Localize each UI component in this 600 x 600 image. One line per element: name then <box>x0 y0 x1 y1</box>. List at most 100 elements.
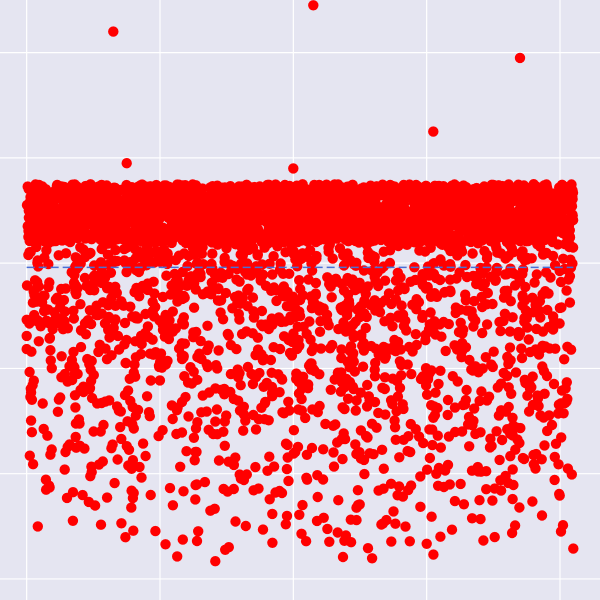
data-point <box>32 521 43 532</box>
data-point <box>291 208 303 219</box>
data-point <box>266 316 277 327</box>
data-point <box>485 433 496 444</box>
data-point <box>460 342 472 353</box>
data-point <box>533 349 545 360</box>
data-point <box>106 234 118 245</box>
data-point <box>190 182 201 193</box>
data-point <box>504 342 516 353</box>
data-point <box>360 322 371 334</box>
data-point <box>119 317 131 329</box>
data-point <box>507 412 518 423</box>
data-point <box>378 341 389 353</box>
data-point <box>517 268 528 280</box>
data-point <box>473 200 484 212</box>
data-point <box>311 515 323 527</box>
data-point <box>238 401 249 412</box>
data-point <box>562 341 573 352</box>
data-point <box>75 341 87 353</box>
data-point <box>274 485 285 497</box>
data-point <box>24 366 35 378</box>
data-point <box>396 300 407 311</box>
data-point <box>121 266 132 278</box>
data-point <box>140 308 151 320</box>
data-point <box>451 344 463 355</box>
data-point <box>504 326 516 337</box>
data-point <box>256 213 268 224</box>
data-point <box>356 331 367 342</box>
data-point <box>369 295 380 306</box>
data-point <box>510 367 522 378</box>
data-point <box>220 544 231 555</box>
data-point <box>247 292 259 303</box>
data-point <box>204 387 215 398</box>
data-point <box>556 194 568 205</box>
data-point <box>415 471 426 482</box>
data-point <box>112 330 124 342</box>
data-point <box>499 205 510 216</box>
data-point <box>96 277 108 289</box>
data-point <box>42 430 53 441</box>
data-point <box>559 354 570 365</box>
data-point <box>190 494 201 505</box>
data-point <box>420 335 431 346</box>
data-point <box>503 250 514 262</box>
data-point <box>276 316 287 328</box>
data-point <box>170 284 181 295</box>
data-point <box>490 194 501 206</box>
data-point <box>512 434 523 445</box>
data-point <box>525 346 536 358</box>
data-point <box>248 306 259 317</box>
data-point <box>343 190 355 201</box>
data-point <box>253 226 264 237</box>
data-point <box>495 325 506 337</box>
data-point <box>361 401 373 412</box>
data-point <box>268 282 280 293</box>
data-point <box>548 378 560 390</box>
data-point <box>123 444 135 455</box>
data-point <box>110 244 121 256</box>
data-point <box>398 320 410 332</box>
data-point <box>128 487 139 499</box>
data-point <box>296 528 307 539</box>
data-point <box>435 442 446 453</box>
data-point <box>492 186 503 197</box>
data-point <box>43 189 54 200</box>
data-point <box>385 179 396 191</box>
data-point <box>293 334 304 346</box>
data-point <box>21 330 32 342</box>
data-point <box>50 314 61 325</box>
data-point <box>356 183 367 194</box>
data-point <box>311 253 322 264</box>
data-point <box>522 322 533 333</box>
data-point <box>388 234 400 245</box>
data-point <box>326 292 337 303</box>
data-point <box>172 551 183 562</box>
data-point <box>216 234 228 246</box>
data-point <box>212 295 224 306</box>
data-point <box>162 355 173 367</box>
data-point <box>385 478 397 489</box>
data-point <box>315 316 326 327</box>
data-point <box>126 463 137 474</box>
data-point <box>529 277 540 288</box>
data-point <box>274 343 286 355</box>
data-point <box>563 186 575 197</box>
data-point <box>466 513 478 524</box>
data-point <box>507 227 519 239</box>
data-point <box>370 276 381 287</box>
data-point <box>444 190 455 202</box>
data-point <box>59 464 70 475</box>
data-point <box>521 254 533 265</box>
data-point <box>487 361 498 373</box>
data-point <box>435 365 446 376</box>
data-point <box>556 385 568 396</box>
data-point <box>240 520 251 532</box>
data-point <box>506 388 517 399</box>
data-point <box>178 290 189 302</box>
data-point <box>371 212 382 223</box>
data-point <box>238 474 250 486</box>
data-point <box>480 352 491 363</box>
data-point <box>113 344 125 355</box>
data-point <box>196 188 208 200</box>
data-point <box>384 257 396 269</box>
